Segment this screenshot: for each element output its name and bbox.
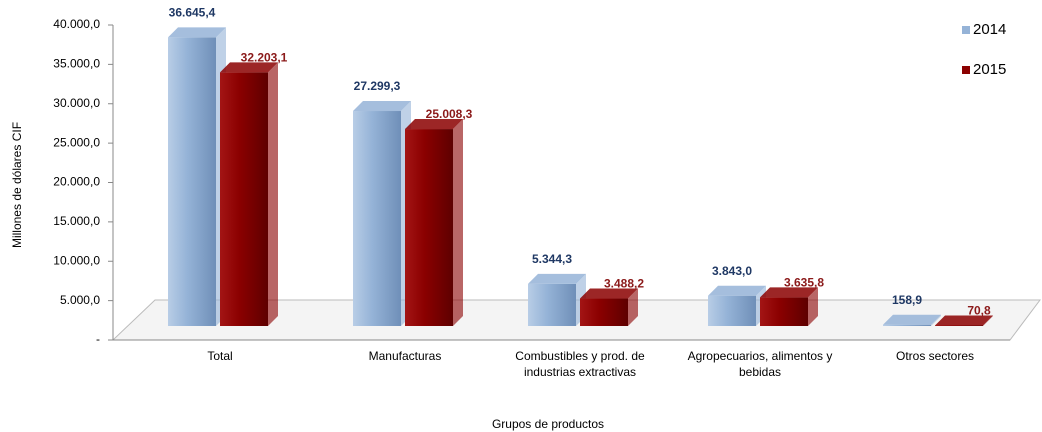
bar-side xyxy=(808,287,818,326)
bar-side xyxy=(983,315,993,326)
bar xyxy=(353,111,401,327)
bar xyxy=(708,295,756,326)
bar-side xyxy=(931,314,941,326)
bar-side xyxy=(453,119,463,327)
bar-top xyxy=(708,285,766,296)
x-tick-label: Combustibles y prod. de industrias extra… xyxy=(515,349,645,379)
y-tick-label: 25.000,0 xyxy=(53,135,100,149)
bar-side xyxy=(628,288,638,326)
bar xyxy=(580,298,628,326)
x-tick-label: Otros sectores xyxy=(895,349,975,363)
legend-swatch xyxy=(962,66,970,74)
value-label: 158,9 xyxy=(892,293,922,307)
bar-top xyxy=(353,101,411,112)
value-label: 70,8 xyxy=(967,304,991,318)
y-tick-label: - xyxy=(96,332,100,346)
bar xyxy=(405,129,453,326)
y-tick-label: 15.000,0 xyxy=(53,214,100,228)
bar xyxy=(935,325,983,326)
bar-top xyxy=(528,273,586,284)
y-tick-label: 35.000,0 xyxy=(53,57,100,71)
bar-top xyxy=(405,119,463,130)
bar-top xyxy=(760,287,818,298)
bar-top xyxy=(883,314,941,325)
legend-swatch xyxy=(962,26,970,34)
x-axis-title: Grupos de productos xyxy=(492,417,604,431)
y-tick-label: 20.000,0 xyxy=(53,175,100,189)
y-tick-label: 5.000,0 xyxy=(60,293,100,307)
value-label: 5.344,3 xyxy=(532,252,572,266)
y-axis-title: Millones de dólares CIF xyxy=(10,122,24,248)
value-label: 3.635,8 xyxy=(784,276,824,290)
bar xyxy=(883,324,931,326)
bar xyxy=(220,72,268,326)
y-tick-label: 10.000,0 xyxy=(53,253,100,267)
x-tick-label: Agropecuarios, alimentos y bebidas xyxy=(687,349,833,379)
value-label: 25.008,3 xyxy=(426,107,473,121)
value-label: 3.843,0 xyxy=(712,264,752,278)
bar-top xyxy=(168,27,226,38)
x-tick-label: Total xyxy=(207,349,233,363)
value-label: 32.203,1 xyxy=(241,51,288,65)
bar xyxy=(528,283,576,326)
value-label: 27.299,3 xyxy=(354,79,401,93)
y-tick-label: 40.000,0 xyxy=(53,17,100,31)
legend-label: 2015 xyxy=(973,61,1006,78)
bar xyxy=(168,37,216,326)
x-tick-label: Manufacturas xyxy=(368,349,442,363)
bar-top xyxy=(580,288,638,299)
value-label: 3.488,2 xyxy=(604,277,644,291)
y-tick-label: 30.000,0 xyxy=(53,96,100,110)
bar-top xyxy=(935,315,993,326)
legend-label: 2014 xyxy=(973,21,1006,38)
value-label: 36.645,4 xyxy=(169,6,216,20)
bar-side xyxy=(268,62,278,327)
bar xyxy=(760,297,808,326)
bar-top xyxy=(220,62,278,73)
